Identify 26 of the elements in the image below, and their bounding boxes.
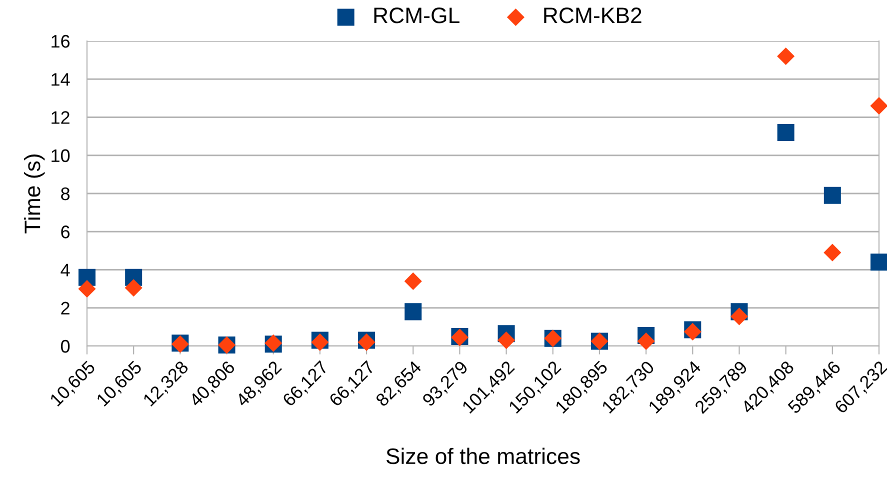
y-tick-label: 10	[52, 149, 70, 162]
point	[870, 254, 887, 271]
point	[824, 244, 842, 262]
y-tick-label: 4	[60, 264, 70, 276]
point	[777, 47, 795, 66]
point	[404, 303, 422, 320]
legend-label: RCM-KB2	[544, 8, 642, 24]
y-tick-label: 16	[52, 34, 70, 48]
y-tick-label: 8	[61, 187, 70, 200]
point	[870, 97, 887, 115]
point	[777, 124, 794, 142]
x-axis-title: Size of the matrices	[386, 448, 580, 464]
point	[124, 279, 142, 297]
point	[824, 186, 841, 204]
y-tick-label: 2	[61, 302, 70, 314]
y-tick-label: 14	[52, 73, 70, 86]
point	[498, 332, 516, 350]
y-tick-label: 12	[52, 111, 70, 124]
y-tick-label: 6	[61, 226, 70, 238]
point	[730, 308, 748, 326]
point	[78, 280, 96, 298]
point	[637, 332, 655, 350]
legend-label: RCM-GL	[374, 8, 460, 24]
y-axis-title: Time (s)	[24, 154, 45, 234]
y-tick-label: 0	[61, 340, 70, 353]
point	[404, 272, 422, 290]
